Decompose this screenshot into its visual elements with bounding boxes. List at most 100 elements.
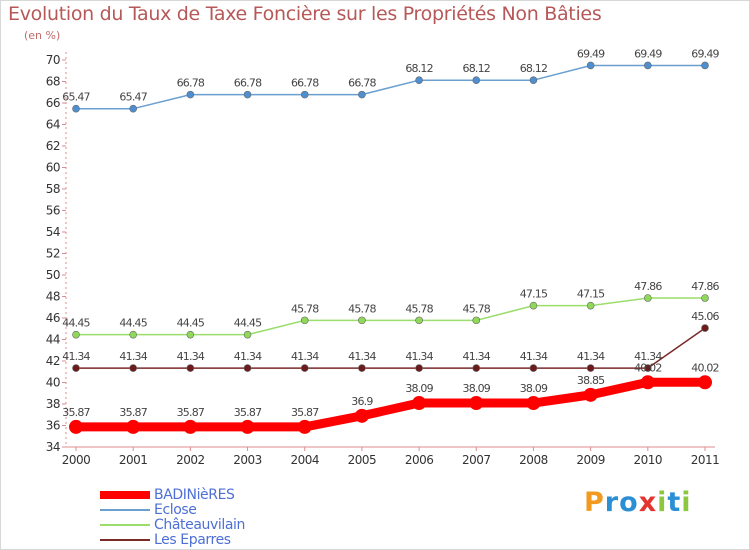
data-point [469,396,484,411]
data-label: 38.85 [577,374,605,387]
data-point [354,408,369,423]
legend-item: BADINièRES [100,487,235,503]
data-label: 41.34 [520,350,548,363]
data-point [644,294,652,302]
y-tick-label: 34 [46,440,60,454]
data-point [529,364,538,372]
logo-letter: t [667,487,682,518]
data-label: 41.34 [291,350,319,363]
legend-swatch [100,539,150,541]
y-tick-label: 36 [46,419,60,433]
y-axis-unit: (en %) [24,29,61,42]
data-point [472,76,481,85]
x-tick-label: 2011 [691,453,720,467]
data-point [701,61,709,70]
data-point [129,364,137,372]
data-label: 47.86 [691,280,719,293]
data-label: 66.78 [348,77,376,90]
data-label: 41.34 [634,350,662,363]
y-tick-label: 50 [46,268,60,282]
data-label: 65.47 [62,91,90,104]
data-label: 35.87 [177,406,205,419]
data-label: 41.34 [348,350,376,363]
x-tick-label: 2008 [519,453,548,467]
data-point [300,90,309,99]
y-tick-label: 62 [46,139,60,153]
y-tick-label: 70 [46,53,60,67]
data-label: 65.47 [119,91,147,104]
legend-item: Eclose [100,502,197,518]
data-point [358,90,366,99]
data-label: 68.12 [463,62,491,75]
data-point [300,316,309,325]
data-point [415,76,423,85]
x-tick-label: 2009 [576,453,605,467]
data-point [126,419,141,434]
data-point [583,387,598,402]
data-label: 40.02 [634,361,662,374]
y-tick-label: 46 [46,311,60,325]
data-point [186,330,195,339]
legend-swatch [100,524,150,526]
x-tick-label: 2010 [634,453,663,467]
series-line-badini-res [76,377,705,432]
data-label: 35.87 [119,406,147,419]
data-point [297,419,312,434]
data-label: 66.78 [177,77,205,90]
legend-swatch [100,509,150,511]
data-label: 38.09 [405,382,433,395]
data-label: 47.15 [520,288,548,301]
data-label: 41.34 [62,350,90,363]
data-point [129,330,137,339]
y-tick-label: 44 [46,333,60,347]
data-point [586,61,595,70]
y-tick-label: 56 [46,204,60,218]
data-label: 45.78 [463,302,491,315]
data-point [72,330,80,339]
y-tick-label: 54 [46,225,60,239]
x-tick-label: 2001 [119,453,148,467]
data-point [698,375,712,390]
data-label: 35.87 [291,406,319,419]
x-tick-label: 2005 [348,453,377,467]
data-point [529,301,538,310]
series-line-eclose [76,64,705,110]
data-label: 38.09 [520,382,548,395]
y-tick-label: 42 [46,354,60,368]
data-point [701,324,709,332]
x-tick-label: 2003 [233,453,262,467]
data-point [586,301,595,310]
data-label: 41.34 [234,350,262,363]
data-label: 38.09 [463,382,491,395]
data-label: 69.49 [577,47,605,60]
legend-item: Les Eparres [100,532,231,548]
data-label: 69.49 [634,47,662,60]
data-point [472,316,481,325]
y-tick-label: 48 [46,290,60,304]
x-tick-label: 2004 [290,453,319,467]
logo-letter: i [657,487,668,518]
logo-letter: x [638,487,658,518]
data-point [243,90,252,99]
series-line-les-eparres [76,327,706,369]
data-label: 68.12 [520,62,548,75]
data-point [415,364,423,372]
data-label: 66.78 [291,77,319,90]
data-label: 44.45 [119,317,147,330]
legend-label: BADINièRES [154,487,235,503]
data-point [358,316,366,325]
legend-item: Châteauvilain [100,517,245,533]
data-label: 41.34 [119,350,147,363]
x-tick-label: 2000 [62,453,91,467]
data-point [243,330,252,339]
logo-letter: P [584,487,605,518]
data-point [129,104,137,113]
y-tick-label: 68 [46,75,60,89]
y-tick-label: 52 [46,247,60,261]
y-tick-label: 64 [46,118,60,132]
y-tick-label: 60 [46,161,60,175]
data-point [183,419,198,434]
data-point [186,90,195,99]
data-point [300,364,309,372]
